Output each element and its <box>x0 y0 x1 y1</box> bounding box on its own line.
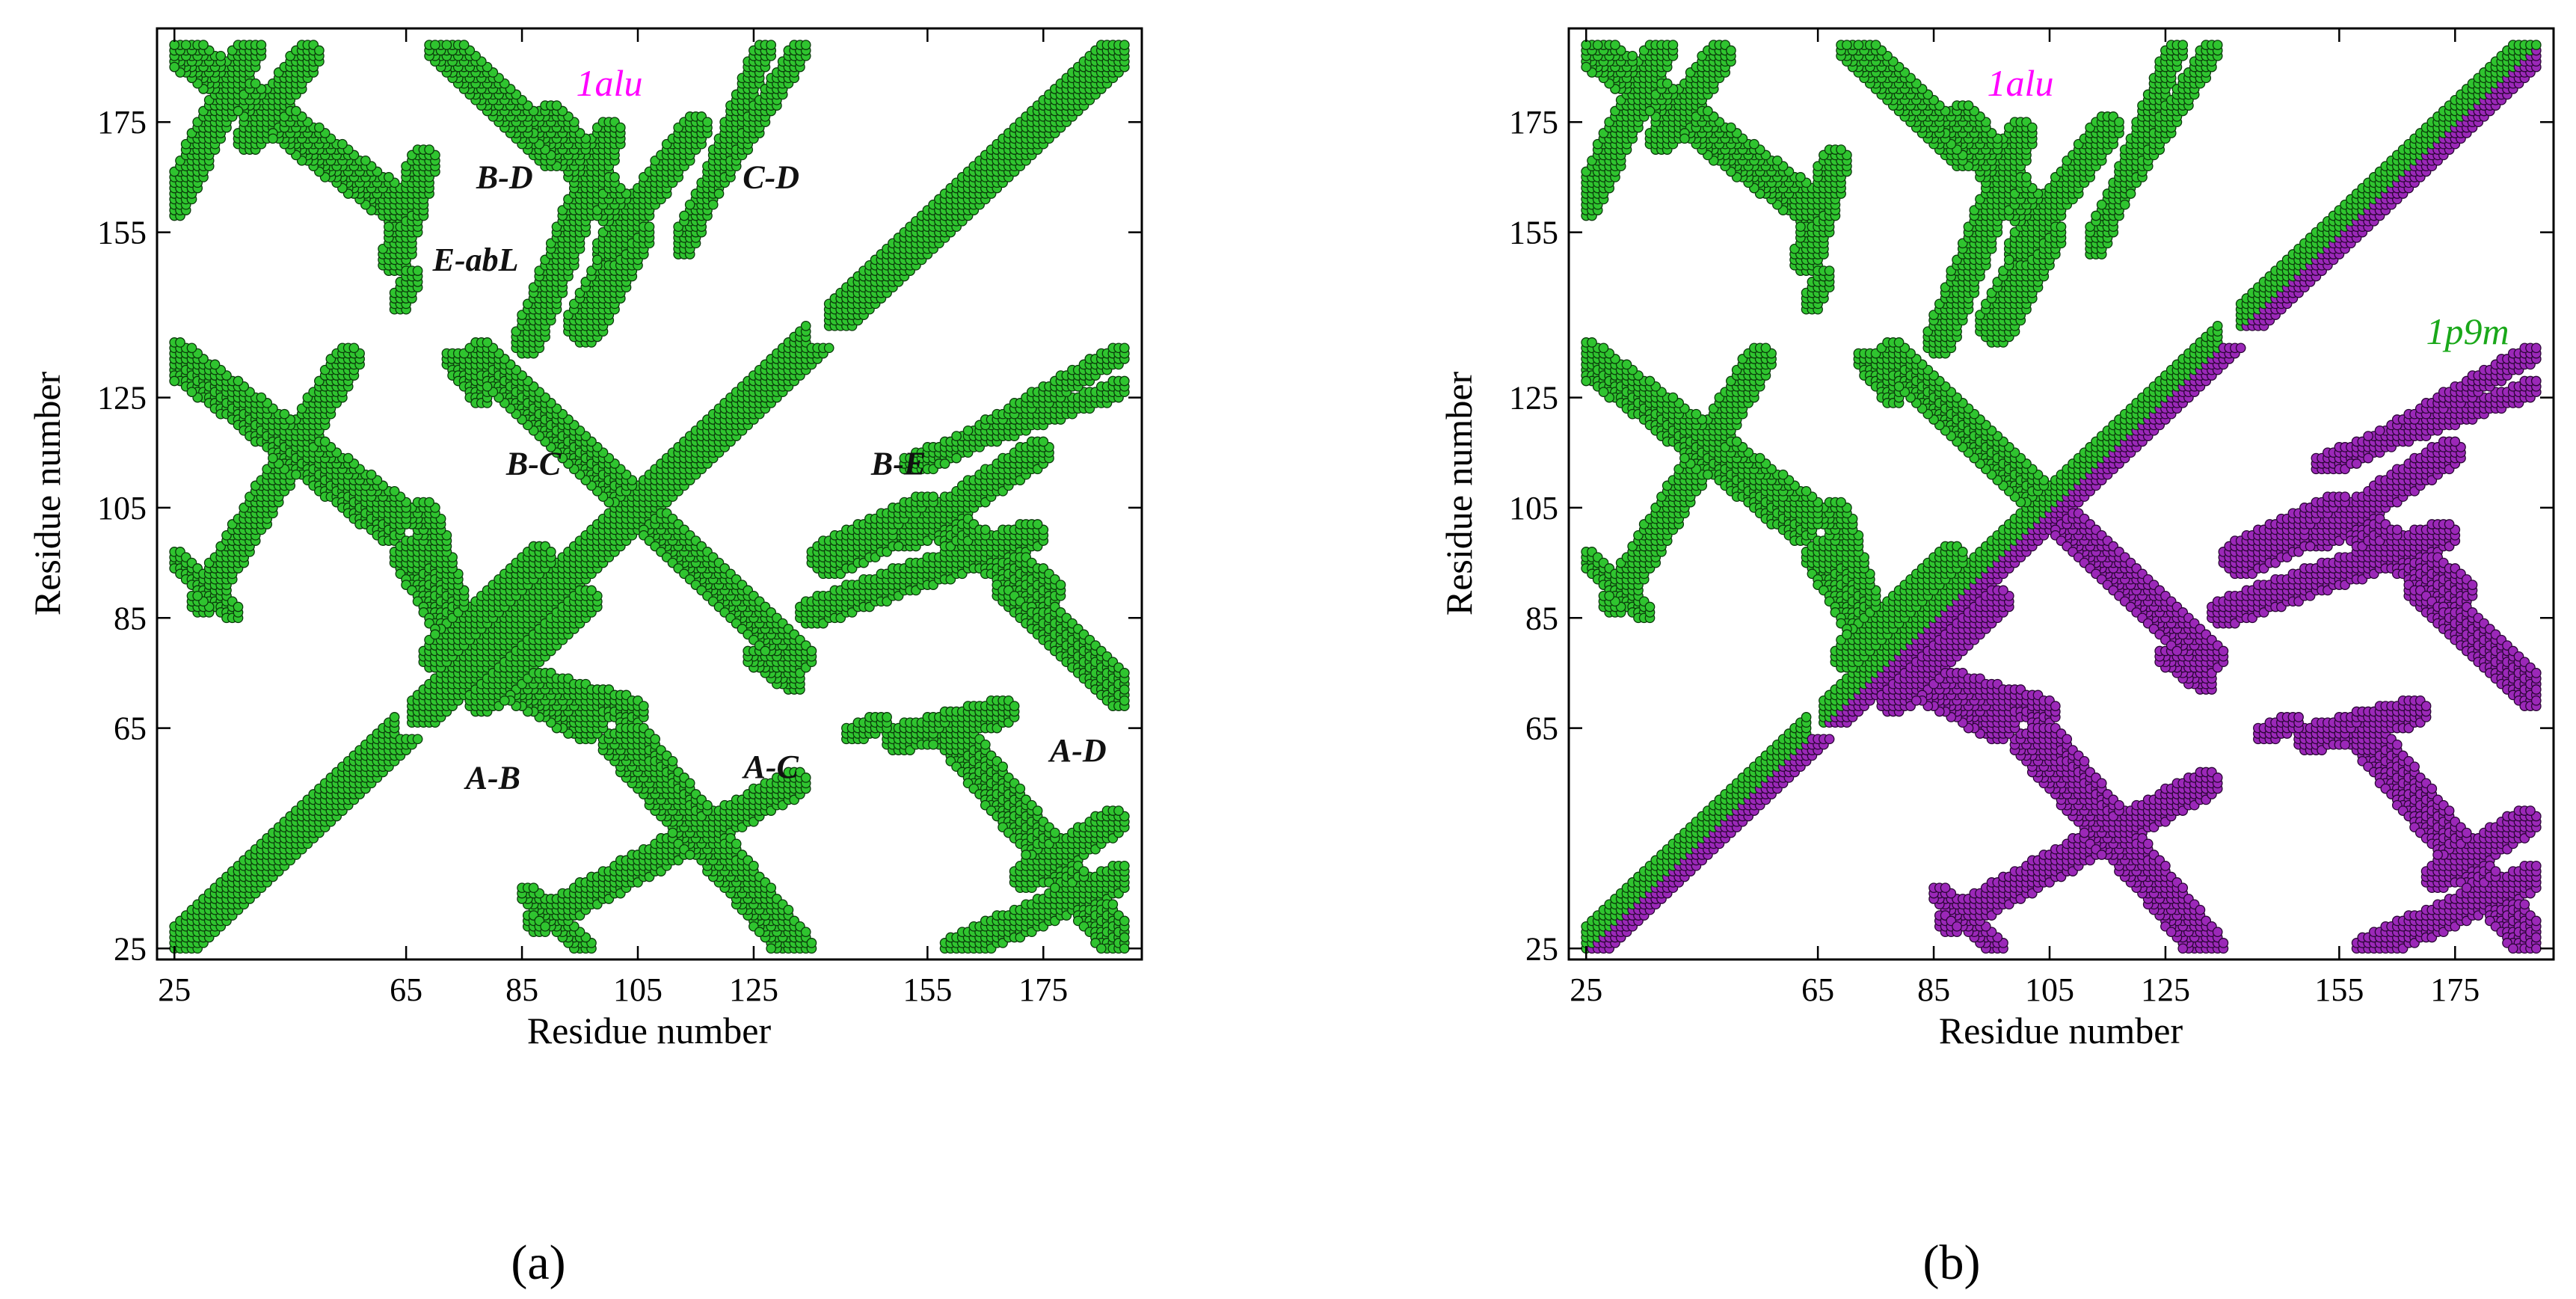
contact-point <box>541 922 550 931</box>
contact-point <box>547 547 556 556</box>
contact-point <box>482 382 491 391</box>
contact-point <box>1039 437 1048 446</box>
contact-point <box>315 46 324 55</box>
contact-point <box>413 734 422 743</box>
contact-point <box>256 40 265 49</box>
contact-point <box>587 586 596 595</box>
contact-point <box>825 343 834 352</box>
contact-point <box>1120 862 1129 870</box>
contact-point <box>482 338 491 347</box>
contact-point <box>425 497 434 506</box>
contact-point <box>1033 520 1042 529</box>
contact-point <box>802 322 811 331</box>
contact-point <box>760 646 769 655</box>
contact-point <box>431 630 440 639</box>
contact-point <box>1120 40 1129 49</box>
contact-point <box>529 883 538 892</box>
contact-point <box>703 117 712 126</box>
contact-point <box>390 713 399 722</box>
contact-point <box>500 696 509 705</box>
contact-point <box>639 701 648 710</box>
contact-point <box>766 40 775 49</box>
contact-point <box>193 592 202 601</box>
contact-point <box>616 123 625 132</box>
contact-point <box>1114 806 1123 815</box>
contact-point <box>1120 376 1129 385</box>
contact-point <box>807 646 816 655</box>
contact-point <box>233 602 242 611</box>
panel-a-points <box>170 40 1129 953</box>
